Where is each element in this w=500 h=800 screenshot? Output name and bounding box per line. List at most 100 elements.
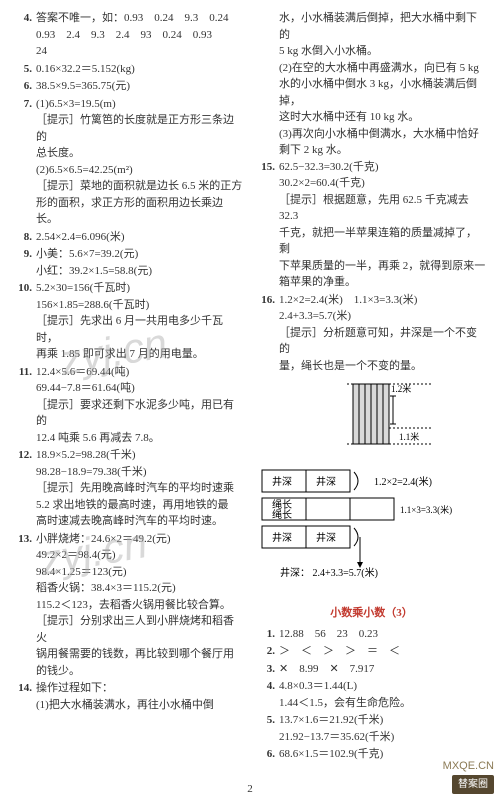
item-number: 4. — [14, 10, 32, 60]
text-line: 13.7×1.6＝21.92(千米) — [279, 712, 486, 729]
answer-item: 16.1.2×2=2.4(米) 1.1×3=3.3(米)2.4+3.3=5.7(… — [257, 292, 486, 375]
text-line: (2)在空的大水桶中再盛满水，向已有 5 kg — [257, 60, 486, 77]
answer-item: 12.18.9×5.2=98.28(千米)98.28−18.9=79.38(千米… — [14, 447, 243, 530]
svg-text:1.1×3=3.3(米): 1.1×3=3.3(米) — [400, 504, 452, 515]
text-line: 115.2＜123，去稻香火锅用餐比较合算。 — [36, 597, 243, 614]
item-number: 3. — [257, 661, 275, 678]
text-line: 69.44−7.8＝61.64(吨) — [36, 380, 243, 397]
item-number: 13. — [14, 531, 32, 680]
item-text: 4.8×0.3＝1.44(L)1.44＜1.5，会有生命危险。 — [279, 678, 486, 711]
answer-item: 13.小胖烧烤：24.6×2＝49.2(元)49.2×2＝98.4(元)98.4… — [14, 531, 243, 680]
item-number: 9. — [14, 246, 32, 279]
item-number: 16. — [257, 292, 275, 375]
text-line: 再乘 1.85 即可求出 7 月的用电量。 — [36, 346, 243, 363]
text-line: 形的面积，求正方形的面积用边长乘边长。 — [36, 195, 243, 228]
text-line: 1.44＜1.5，会有生命危险。 — [279, 695, 486, 712]
text-line: (1)6.5×3=19.5(m) — [36, 96, 243, 113]
text-line: ［提示］要求还剩下水泥多少吨，用已有的 — [36, 397, 243, 430]
answer-item: 6.38.5×9.5=365.75(元) — [14, 78, 243, 95]
item-number: 2. — [257, 643, 275, 660]
text-line: 156×1.85=288.6(千瓦时) — [36, 297, 243, 314]
answer-item: 8.2.54×2.4=6.096(米) — [14, 229, 243, 246]
text-line: ［提示］分析题意可知，井深是一个不变的 — [279, 325, 486, 358]
item-text: 62.5−32.3=30.2(千克)30.2×2=60.4(千克)［提示］根据题… — [279, 159, 486, 291]
svg-text:井深： 2.4+3.3=5.7(米): 井深： 2.4+3.3=5.7(米) — [280, 566, 378, 579]
text-line: 水的小水桶中倒水 3 kg，小水桶装满后倒掉， — [257, 76, 486, 109]
svg-text:1.2×2=2.4(米): 1.2×2=2.4(米) — [374, 475, 432, 488]
answer-item: 3.✕ 8.99 ✕ 7.917 — [257, 661, 486, 678]
page-container: 4.答案不唯一，如：0.93 0.24 9.3 0.240.93 2.4 9.3… — [0, 0, 500, 800]
text-line: 18.9×5.2=98.28(千米) — [36, 447, 243, 464]
svg-text:1.1米: 1.1米 — [399, 431, 419, 442]
item-number: 12. — [14, 447, 32, 530]
item-number: 5. — [257, 712, 275, 745]
well-diagram-1: 1.2米 1.1米 — [257, 378, 486, 462]
item-number: 5. — [14, 61, 32, 78]
item-text: 答案不唯一，如：0.93 0.24 9.3 0.240.93 2.4 9.3 2… — [36, 10, 243, 60]
item-text: 小胖烧烤：24.6×2＝49.2(元)49.2×2＝98.4(元)98.4×1.… — [36, 531, 243, 680]
text-line: 4.8×0.3＝1.44(L) — [279, 678, 486, 695]
item-text: 2.54×2.4=6.096(米) — [36, 229, 243, 246]
item-text: 1.2×2=2.4(米) 1.1×3=3.3(米)2.4+3.3=5.7(米)［… — [279, 292, 486, 375]
svg-text:井深: 井深 — [272, 531, 292, 544]
item-text: 操作过程如下：(1)把大水桶装满水，再往小水桶中倒 — [36, 680, 243, 713]
item-number: 14. — [14, 680, 32, 713]
answer-item: 9.小美：5.6×7=39.2(元)小红：39.2×1.5=58.8(元) — [14, 246, 243, 279]
left-column: 4.答案不唯一，如：0.93 0.24 9.3 0.240.93 2.4 9.3… — [14, 10, 243, 774]
text-line: ［提示］分别求出三人到小胖烧烤和稻香火 — [36, 613, 243, 646]
text-line: 2.4+3.3=5.7(米) — [279, 308, 486, 325]
svg-text:绳长: 绳长 — [272, 508, 292, 521]
svg-text:1.2米: 1.2米 — [391, 383, 411, 394]
item-number: 11. — [14, 364, 32, 447]
text-line: 0.16×32.2＝5.152(kg) — [36, 61, 243, 78]
item-text: 18.9×5.2=98.28(千米)98.28−18.9=79.38(千米)［提… — [36, 447, 243, 530]
text-line: 5.2×30=156(千瓦时) — [36, 280, 243, 297]
item-text: 12.88 56 23 0.23 — [279, 626, 486, 643]
page-number: 2 — [0, 781, 500, 798]
text-line: 小红：39.2×1.5=58.8(元) — [36, 263, 243, 280]
svg-text:井深: 井深 — [272, 475, 292, 488]
text-line: ［提示］先用晚高峰时汽车的平均时速乘 — [36, 480, 243, 497]
item-number: 7. — [14, 96, 32, 228]
answer-item: 4.答案不唯一，如：0.93 0.24 9.3 0.240.93 2.4 9.3… — [14, 10, 243, 60]
item-text: ✕ 8.99 ✕ 7.917 — [279, 661, 486, 678]
answer-item: 10.5.2×30=156(千瓦时)156×1.85=288.6(千瓦时)［提示… — [14, 280, 243, 363]
text-line: 12.4 吨乘 5.6 再减去 7.8。 — [36, 430, 243, 447]
answer-item: 2.＞ ＜ ＞ ＞ ＝ ＜ — [257, 643, 486, 660]
item-text: 13.7×1.6＝21.92(千米)21.92−13.7＝35.62(千米) — [279, 712, 486, 745]
text-line: 总长度。 — [36, 145, 243, 162]
footer-brand: 替案圈 — [452, 775, 494, 794]
answer-item: 5.13.7×1.6＝21.92(千米)21.92−13.7＝35.62(千米) — [257, 712, 486, 745]
footer-url: MXQE.CN — [443, 758, 494, 775]
svg-text:井深: 井深 — [316, 475, 336, 488]
svg-text:井深: 井深 — [316, 531, 336, 544]
text-line: ［提示］先求出 6 月一共用电多少千瓦时， — [36, 313, 243, 346]
answer-item: 7.(1)6.5×3=19.5(m)［提示］竹篱笆的长度就是正方形三条边的总长度… — [14, 96, 243, 228]
text-line: 的钱少。 — [36, 663, 243, 680]
item-text: 小美：5.6×7=39.2(元)小红：39.2×1.5=58.8(元) — [36, 246, 243, 279]
text-line: 30.2×2=60.4(千克) — [279, 175, 486, 192]
answer-item: 14.操作过程如下：(1)把大水桶装满水，再往小水桶中倒 — [14, 680, 243, 713]
item-text: 5.2×30=156(千瓦时)156×1.85=288.6(千瓦时)［提示］先求… — [36, 280, 243, 363]
text-line: (3)再次向小水桶中倒满水，大水桶中恰好 — [257, 126, 486, 143]
text-line: 答案不唯一，如：0.93 0.24 9.3 0.24 — [36, 10, 243, 27]
item-number: 15. — [257, 159, 275, 291]
text-line: 49.2×2＝98.4(元) — [36, 547, 243, 564]
item-number: 6. — [257, 746, 275, 763]
text-line: ✕ 8.99 ✕ 7.917 — [279, 661, 486, 678]
text-line: 箱苹果的净重。 — [279, 274, 486, 291]
text-line: 下苹果质量的一半，再乘 2，就得到原来一 — [279, 258, 486, 275]
text-line: 小美：5.6×7=39.2(元) — [36, 246, 243, 263]
text-line: 5.2 求出地铁的最高时速，再用地铁的最 — [36, 497, 243, 514]
text-line: 24 — [36, 43, 243, 60]
text-line: 62.5−32.3=30.2(千克) — [279, 159, 486, 176]
text-line: 操作过程如下： — [36, 680, 243, 697]
text-line: 38.5×9.5=365.75(元) — [36, 78, 243, 95]
text-line: 稻香火锅：38.4×3＝115.2(元) — [36, 580, 243, 597]
text-line: 12.88 56 23 0.23 — [279, 626, 486, 643]
text-line: ［提示］菜地的面积就是边长 6.5 米的正方 — [36, 178, 243, 195]
answer-item: 4.4.8×0.3＝1.44(L)1.44＜1.5，会有生命危险。 — [257, 678, 486, 711]
text-line: 0.93 2.4 9.3 2.4 93 0.24 0.93 — [36, 27, 243, 44]
answer-item: 15.62.5−32.3=30.2(千克)30.2×2=60.4(千克)［提示］… — [257, 159, 486, 291]
text-line: 量，绳长也是一个不变的量。 — [279, 358, 486, 375]
